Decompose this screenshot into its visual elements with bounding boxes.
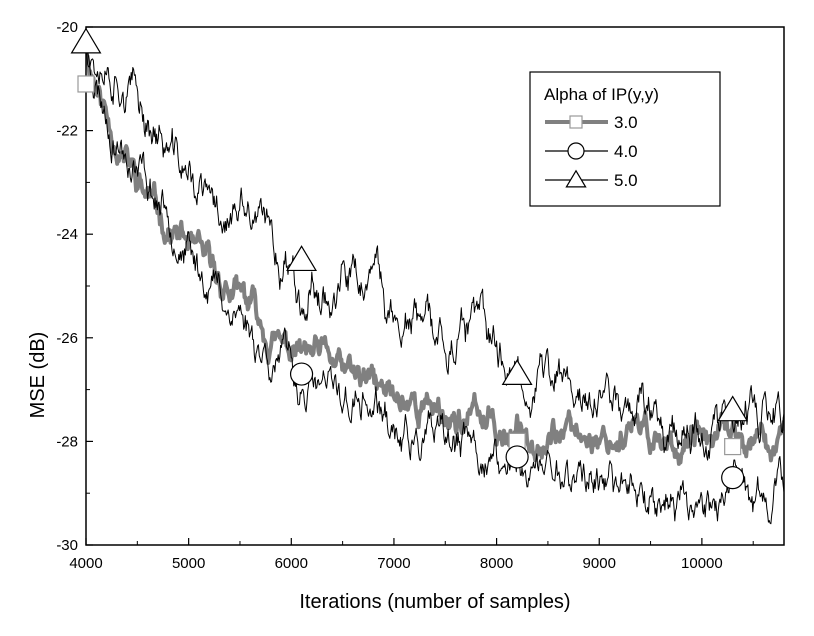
marker-layer (70, 27, 749, 490)
x-tick-label: 10000 (681, 555, 723, 572)
x-tick-label: 8000 (480, 555, 513, 572)
legend-marker-triangle (565, 169, 587, 188)
x-tick-label: 9000 (583, 555, 616, 572)
x-tick-label: 6000 (275, 555, 308, 572)
data-point-triangle (70, 27, 102, 54)
y-tick-label: -28 (56, 433, 78, 450)
series-line-4-0 (86, 48, 784, 525)
data-point-circle (505, 445, 529, 469)
data-point-circle (289, 362, 314, 386)
x-tick-label: 5000 (172, 555, 205, 572)
data-point-square (724, 437, 742, 456)
legend-marker-square (569, 115, 583, 129)
x-axis-title: Iterations (number of samples) (299, 591, 570, 613)
data-point-triangle (286, 245, 318, 272)
y-tick-label: -24 (56, 226, 78, 243)
legend-box (529, 71, 721, 207)
y-tick-label: -20 (56, 19, 78, 36)
y-axis-title: MSE (dB) (27, 332, 49, 419)
y-tick-label: -26 (56, 330, 78, 347)
legend-marker-circle (567, 142, 585, 160)
data-point-triangle (717, 395, 749, 422)
x-axis: 4000 5000 6000 7000 8000 9000 10000 (69, 538, 754, 572)
data-point-circle (721, 466, 745, 490)
series-layer (86, 37, 784, 525)
y-tick-label: -22 (56, 123, 78, 140)
legend-label: 4.0 (614, 142, 638, 161)
legend: Alpha of IP(y,y) 3.0 4.0 5.0 (529, 71, 721, 207)
x-tick-label: 4000 (69, 555, 102, 572)
series-line-5-0 (86, 37, 784, 461)
y-tick-label: -30 (56, 537, 78, 554)
legend-label: 5.0 (614, 171, 638, 190)
legend-label: 3.0 (614, 113, 638, 132)
data-point-triangle (501, 359, 533, 386)
legend-title: Alpha of IP(y,y) (544, 85, 659, 104)
y-axis: -20 -22 -24 -26 -28 -30 (56, 19, 93, 554)
data-point-square (77, 75, 95, 93)
x-tick-label: 7000 (377, 555, 410, 572)
